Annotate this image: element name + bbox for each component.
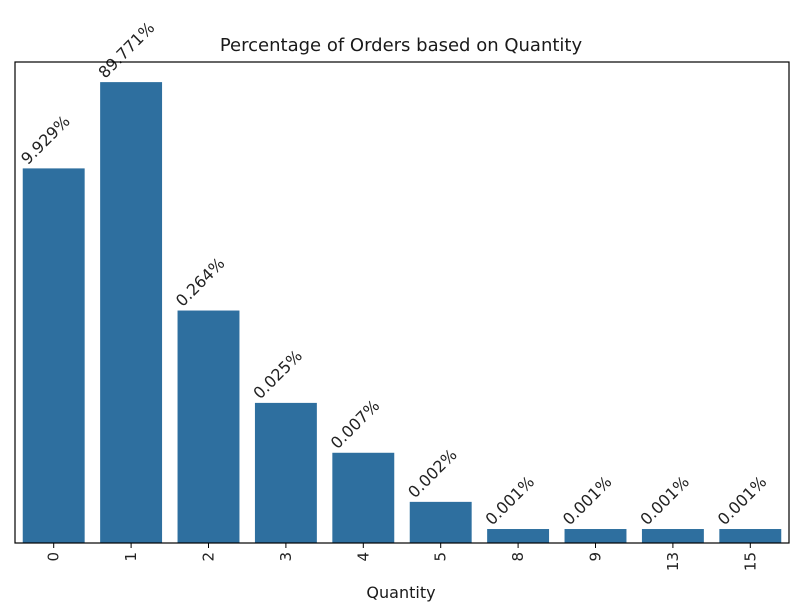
bar-13 <box>641 529 704 543</box>
data-label-8: 0.001% <box>482 472 539 529</box>
x-tick-label-13: 13 <box>664 552 682 571</box>
bar-2 <box>177 310 240 543</box>
x-ticks-group: 0 1 2 3 4 5 8 9 13 15 <box>45 543 759 571</box>
data-label-13: 0.001% <box>636 472 693 529</box>
data-label-1: 89.771% <box>95 18 159 82</box>
bar-5 <box>409 501 472 543</box>
data-label-9: 0.001% <box>559 472 616 529</box>
bar-0 <box>22 168 85 543</box>
bar-15 <box>719 529 782 543</box>
x-tick-label-15: 15 <box>741 552 759 571</box>
data-label-2: 0.264% <box>172 254 229 311</box>
data-label-5: 0.002% <box>404 445 461 502</box>
plot-area-frame <box>14 61 790 544</box>
data-label-4: 0.007% <box>327 396 384 453</box>
x-tick-label-0: 0 <box>45 552 63 562</box>
x-tick-label-5: 5 <box>432 552 450 562</box>
x-tick-label-1: 1 <box>122 552 140 562</box>
x-tick-label-4: 4 <box>354 552 372 562</box>
x-tick-label-2: 2 <box>200 552 218 562</box>
bar-3 <box>254 402 317 543</box>
bar-1 <box>100 82 163 544</box>
x-tick-label-9: 9 <box>587 552 605 562</box>
chart-title: Percentage of Orders based on Quantity <box>220 35 583 56</box>
data-label-15: 0.001% <box>714 472 771 529</box>
bars-group <box>22 82 782 544</box>
x-axis-label: Quantity <box>366 583 435 602</box>
bar-4 <box>332 452 395 543</box>
data-label-3: 0.025% <box>249 346 306 403</box>
x-tick-label-3: 3 <box>277 552 295 562</box>
bar-9 <box>564 529 627 543</box>
data-label-0: 9.929% <box>17 112 74 169</box>
bar-8 <box>487 529 550 543</box>
x-tick-label-8: 8 <box>509 552 527 562</box>
